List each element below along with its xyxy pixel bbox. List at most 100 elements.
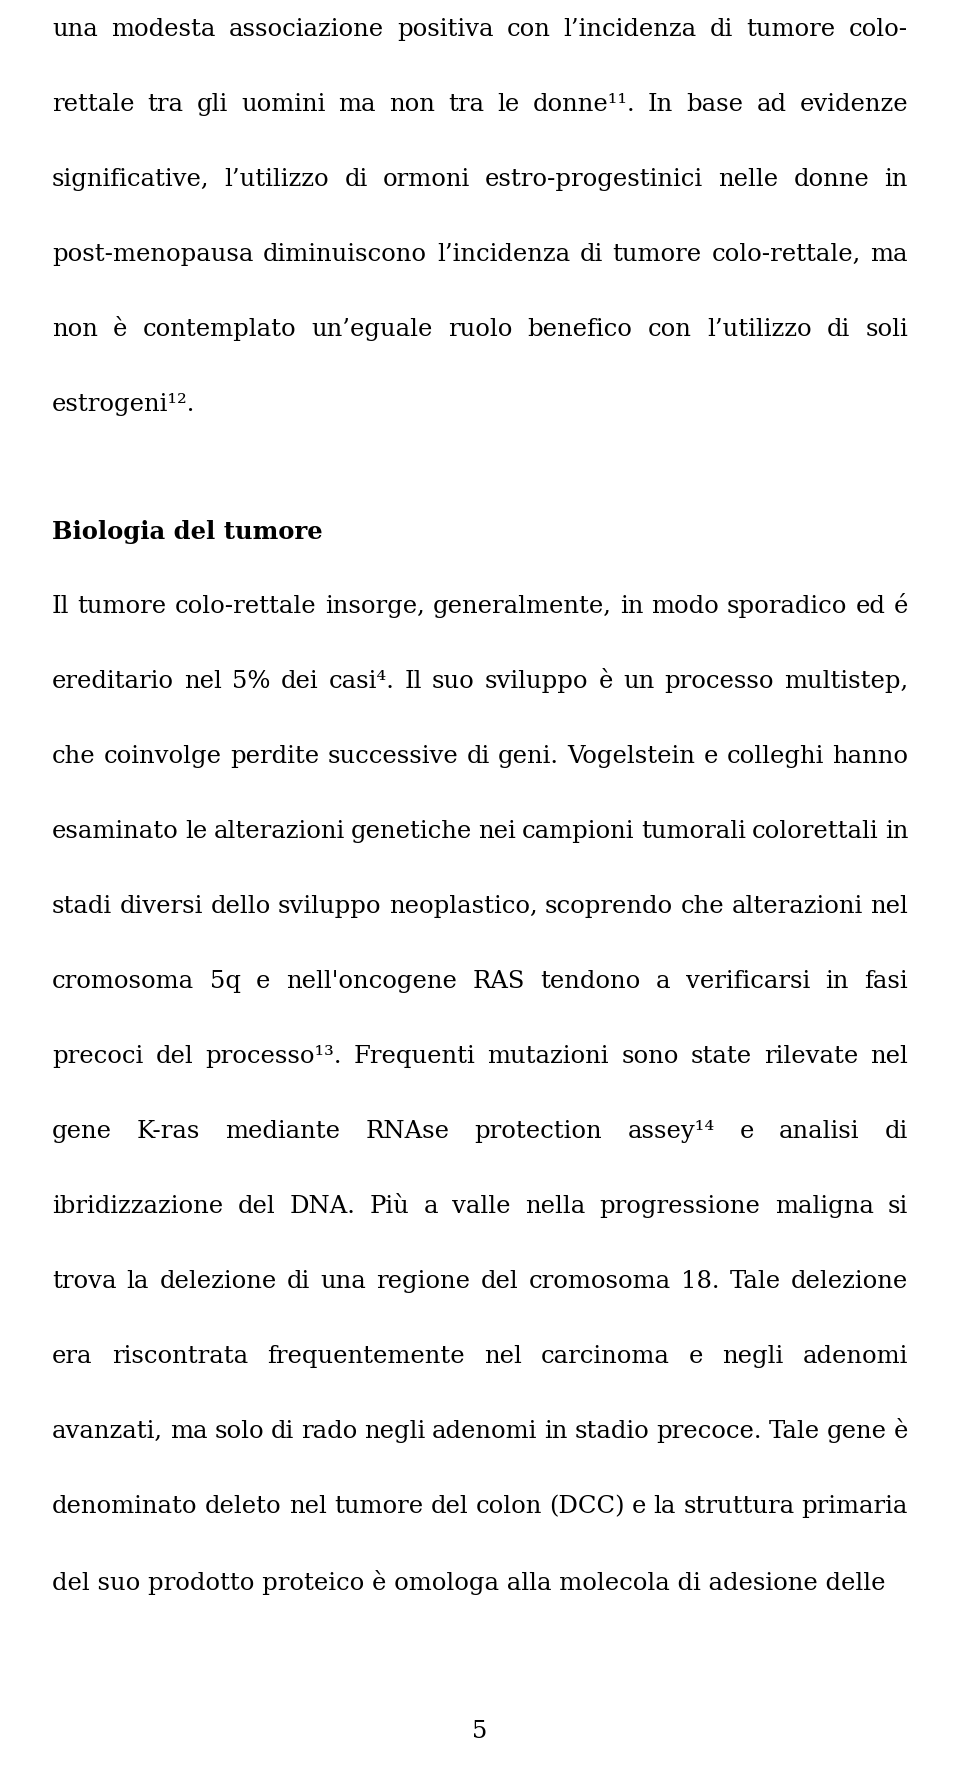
Text: tendono: tendono <box>540 970 640 993</box>
Text: Vogelstein: Vogelstein <box>567 746 695 769</box>
Text: é: é <box>894 595 908 618</box>
Text: adenomi: adenomi <box>803 1345 908 1368</box>
Text: denominato: denominato <box>52 1495 198 1518</box>
Text: RNAse: RNAse <box>366 1120 449 1143</box>
Text: hanno: hanno <box>832 746 908 769</box>
Text: alterazioni: alterazioni <box>732 896 863 919</box>
Text: positiva: positiva <box>396 18 493 41</box>
Text: una: una <box>321 1270 366 1293</box>
Text: l’utilizzo: l’utilizzo <box>225 168 329 191</box>
Text: valle: valle <box>452 1194 511 1217</box>
Text: Il: Il <box>52 595 69 618</box>
Text: colo-rettale: colo-rettale <box>175 595 317 618</box>
Text: del: del <box>237 1194 276 1217</box>
Text: Biologia del tumore: Biologia del tumore <box>52 519 323 544</box>
Text: dello: dello <box>210 896 271 919</box>
Text: e: e <box>740 1120 755 1143</box>
Text: tumore: tumore <box>612 244 702 267</box>
Text: in: in <box>619 595 643 618</box>
Text: modo: modo <box>651 595 719 618</box>
Text: non: non <box>389 94 435 117</box>
Text: deleto: deleto <box>204 1495 281 1518</box>
Text: genetiche: genetiche <box>350 820 472 843</box>
Text: ma: ma <box>170 1421 207 1444</box>
Text: e: e <box>688 1345 703 1368</box>
Text: In: In <box>648 94 673 117</box>
Text: fasi: fasi <box>864 970 908 993</box>
Text: struttura: struttura <box>684 1495 794 1518</box>
Text: nel: nel <box>870 1044 908 1067</box>
Text: e: e <box>632 1495 646 1518</box>
Text: adenomi: adenomi <box>432 1421 538 1444</box>
Text: un: un <box>623 670 654 693</box>
Text: le: le <box>497 94 519 117</box>
Text: frequentemente: frequentemente <box>267 1345 465 1368</box>
Text: di: di <box>271 1421 294 1444</box>
Text: un’eguale: un’eguale <box>312 318 433 341</box>
Text: geni.: geni. <box>498 746 560 769</box>
Text: gene: gene <box>52 1120 112 1143</box>
Text: nel: nel <box>184 670 222 693</box>
Text: di: di <box>345 168 368 191</box>
Text: perdite: perdite <box>230 746 320 769</box>
Text: Più: Più <box>370 1194 409 1217</box>
Text: nella: nella <box>525 1194 586 1217</box>
Text: l’incidenza: l’incidenza <box>437 244 570 267</box>
Text: è: è <box>598 670 612 693</box>
Text: ed: ed <box>855 595 885 618</box>
Text: in: in <box>884 820 908 843</box>
Text: contemplato: contemplato <box>143 318 297 341</box>
Text: nel: nel <box>484 1345 521 1368</box>
Text: colorettali: colorettali <box>752 820 878 843</box>
Text: del: del <box>480 1270 518 1293</box>
Text: di: di <box>885 1120 908 1143</box>
Text: campioni: campioni <box>522 820 635 843</box>
Text: Tale: Tale <box>769 1421 820 1444</box>
Text: sviluppo: sviluppo <box>278 896 381 919</box>
Text: a: a <box>423 1194 438 1217</box>
Text: analisi: analisi <box>780 1120 859 1143</box>
Text: esaminato: esaminato <box>52 820 179 843</box>
Text: una: una <box>52 18 98 41</box>
Text: benefico: benefico <box>528 318 633 341</box>
Text: era: era <box>52 1345 92 1368</box>
Text: in: in <box>826 970 849 993</box>
Text: significative,: significative, <box>52 168 209 191</box>
Text: scoprendo: scoprendo <box>545 896 673 919</box>
Text: (DCC): (DCC) <box>549 1495 625 1518</box>
Text: K-ras: K-ras <box>137 1120 201 1143</box>
Text: estrogeni¹².: estrogeni¹². <box>52 392 196 415</box>
Text: ad: ad <box>756 94 786 117</box>
Text: post-menopausa: post-menopausa <box>52 244 253 267</box>
Text: DNA.: DNA. <box>289 1194 355 1217</box>
Text: protection: protection <box>474 1120 602 1143</box>
Text: colo-rettale,: colo-rettale, <box>711 244 861 267</box>
Text: riscontrata: riscontrata <box>111 1345 248 1368</box>
Text: mutazioni: mutazioni <box>488 1044 609 1067</box>
Text: state: state <box>690 1044 752 1067</box>
Text: con: con <box>648 318 692 341</box>
Text: che: che <box>52 746 96 769</box>
Text: Frequenti: Frequenti <box>353 1044 475 1067</box>
Text: è: è <box>113 318 128 341</box>
Text: nei: nei <box>478 820 516 843</box>
Text: maligna: maligna <box>775 1194 874 1217</box>
Text: del suo prodotto proteico è omologa alla molecola di adesione delle: del suo prodotto proteico è omologa alla… <box>52 1571 885 1596</box>
Text: sviluppo: sviluppo <box>485 670 588 693</box>
Text: si: si <box>888 1194 908 1217</box>
Text: di: di <box>710 18 733 41</box>
Text: negli: negli <box>722 1345 783 1368</box>
Text: diversi: diversi <box>120 896 203 919</box>
Text: dei: dei <box>280 670 319 693</box>
Text: non: non <box>52 318 98 341</box>
Text: processo¹³.: processo¹³. <box>205 1044 342 1067</box>
Text: cromosoma: cromosoma <box>528 1270 670 1293</box>
Text: rettale: rettale <box>52 94 134 117</box>
Text: 18.: 18. <box>681 1270 719 1293</box>
Text: processo: processo <box>664 670 774 693</box>
Text: la: la <box>654 1495 676 1518</box>
Text: gene: gene <box>827 1421 887 1444</box>
Text: suo: suo <box>432 670 475 693</box>
Text: di: di <box>287 1270 310 1293</box>
Text: rado: rado <box>300 1421 357 1444</box>
